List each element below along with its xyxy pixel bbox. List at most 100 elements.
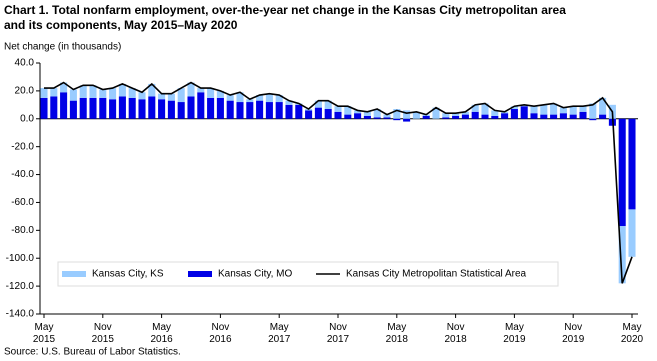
bar	[50, 88, 58, 97]
bar	[373, 117, 381, 119]
bar	[363, 115, 371, 119]
bar	[148, 96, 156, 119]
bar	[109, 88, 117, 100]
bar	[589, 118, 597, 121]
bar	[442, 113, 450, 118]
bar	[295, 104, 303, 119]
bar	[285, 100, 293, 105]
bar	[422, 115, 430, 119]
bar	[510, 109, 518, 119]
x-tick-label: Nov 2018	[444, 322, 467, 345]
bar	[79, 97, 87, 119]
bar	[177, 88, 185, 103]
bar	[158, 99, 166, 119]
y-axis-label: Net change (in thousands)	[4, 42, 121, 53]
bar	[216, 90, 224, 98]
bar	[501, 113, 509, 119]
bar	[618, 118, 626, 227]
bar	[236, 92, 244, 103]
bar	[569, 106, 577, 115]
legend-label: Kansas City, MO	[218, 269, 292, 280]
bar	[216, 97, 224, 119]
y-tick-label: -40.0	[11, 169, 34, 180]
bar	[158, 93, 166, 100]
bar	[197, 88, 205, 93]
bar	[128, 97, 136, 119]
bar	[334, 111, 342, 119]
bar	[109, 99, 117, 119]
bar	[40, 97, 48, 119]
bar	[452, 115, 460, 119]
bar	[589, 103, 597, 119]
x-tick-label: May 2015	[33, 322, 56, 345]
bar	[540, 114, 548, 119]
bar	[197, 92, 205, 119]
bar	[177, 102, 185, 119]
bar	[79, 85, 87, 98]
bar	[275, 95, 283, 103]
bar	[246, 99, 254, 103]
bar	[69, 89, 77, 101]
bar	[569, 114, 577, 119]
bar	[579, 106, 587, 112]
bar	[373, 109, 381, 118]
bar	[207, 97, 215, 119]
legend-swatch	[188, 271, 212, 277]
bar	[471, 111, 479, 119]
bar	[344, 106, 352, 115]
bar	[89, 97, 97, 119]
bar	[256, 95, 264, 101]
bar	[452, 113, 460, 116]
x-tick-label: May 2020	[621, 322, 644, 345]
bar	[275, 102, 283, 119]
bar	[60, 92, 68, 119]
bar	[599, 114, 607, 119]
y-tick-label: -100.0	[6, 253, 35, 264]
bar	[579, 111, 587, 119]
bar	[354, 113, 362, 119]
legend-label: Kansas City, KS	[92, 269, 164, 280]
bar	[550, 114, 558, 119]
bar	[403, 118, 411, 122]
bar	[128, 88, 136, 98]
bar	[89, 85, 97, 98]
y-tick-label: -20.0	[11, 141, 34, 152]
bar	[226, 100, 234, 119]
bar	[383, 114, 391, 118]
y-tick-label: 40.0	[15, 58, 35, 69]
bar	[618, 226, 626, 284]
legend-swatch	[62, 271, 86, 277]
bar	[471, 104, 479, 112]
bar	[491, 110, 499, 116]
bar	[60, 82, 68, 93]
bar	[148, 83, 156, 97]
bar	[265, 102, 273, 119]
x-tick-label: Nov 2019	[562, 322, 585, 345]
bar	[461, 114, 469, 119]
x-tick-label: May 2016	[150, 322, 173, 345]
y-tick-label: 0.0	[20, 113, 34, 124]
bar	[256, 100, 264, 119]
bar	[550, 103, 558, 115]
bar	[461, 111, 469, 115]
bar	[540, 104, 548, 115]
bar	[207, 88, 215, 98]
bar	[50, 96, 58, 119]
bar	[187, 82, 195, 97]
bar	[305, 110, 313, 119]
y-tick-label: -60.0	[11, 197, 34, 208]
bar	[236, 102, 244, 119]
bar	[432, 107, 440, 119]
bar	[530, 113, 538, 119]
bar	[118, 96, 126, 119]
y-tick-label: -140.0	[6, 309, 35, 320]
bar	[265, 93, 273, 103]
bar	[559, 107, 567, 114]
bar	[481, 114, 489, 119]
bar	[285, 104, 293, 119]
chart-title: Chart 1. Total nonfarm employment, over-…	[4, 3, 566, 32]
bar	[510, 106, 518, 110]
bar	[403, 110, 411, 119]
bar	[481, 103, 489, 115]
